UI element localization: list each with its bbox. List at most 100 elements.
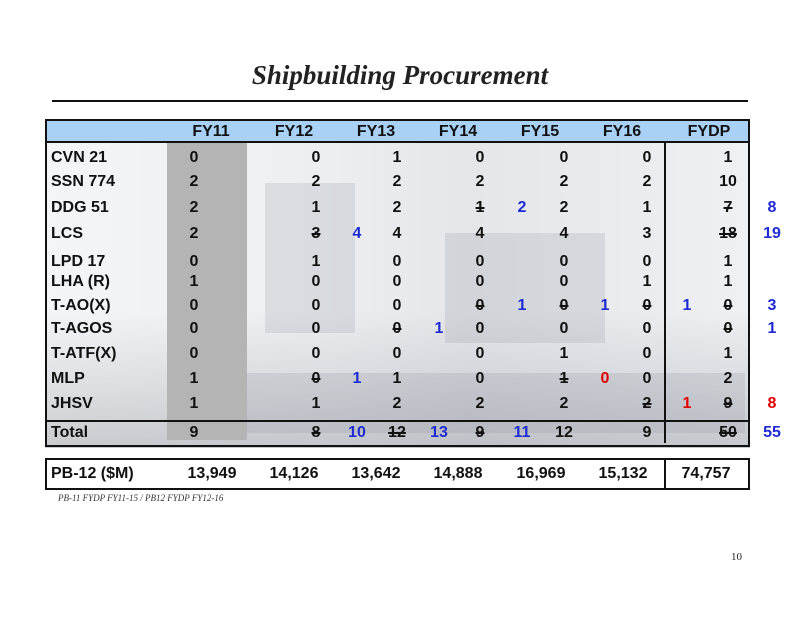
col-header: FYDP: [687, 123, 731, 140]
cell-value: 1: [311, 199, 321, 216]
cell-value: 2: [392, 395, 402, 412]
row-label: DDG 51: [51, 199, 109, 216]
revised-value: 19: [763, 225, 781, 242]
cell-value: 0: [392, 253, 402, 270]
pb12-value: 14,126: [269, 465, 319, 482]
ship-background-image: [45, 143, 750, 448]
revised-value: 1: [682, 297, 692, 314]
revised-value: 3: [767, 297, 777, 314]
table-row: LPD 17 0 1 0 0 0 0 1: [45, 253, 750, 275]
revised-value: 55: [763, 424, 781, 441]
cell-value: 4: [559, 225, 569, 242]
cell-value: 0: [189, 320, 199, 337]
original-value: 0: [723, 320, 733, 337]
fy11-shaded-column: [167, 143, 247, 440]
col-header: FY13: [356, 123, 396, 140]
cell-value: 1: [392, 149, 402, 166]
cell-value: 1: [189, 273, 199, 290]
row-label: LHA (R): [51, 273, 110, 290]
title-divider: [52, 100, 748, 102]
cell-value: 2: [475, 395, 485, 412]
table-row: JHSV 1 1 2 2 2 2 1 9 8: [45, 395, 776, 417]
row-label: LPD 17: [51, 253, 106, 270]
cell-value: 2: [189, 225, 199, 242]
table-row: T-AGOS 0 0 0 1 0 0 0 0 1: [45, 320, 776, 342]
cell-value: 2: [392, 173, 402, 190]
fydp-separator: [664, 119, 666, 443]
row-label: T-ATF(X): [51, 345, 117, 362]
cell-value: 2: [392, 199, 402, 216]
cell-value: 0: [189, 345, 199, 362]
row-label: T-AGOS: [51, 320, 113, 337]
cell-value: 0: [311, 149, 321, 166]
cell-value: 0: [189, 149, 199, 166]
revised-value: 1: [682, 395, 692, 412]
cell-value: 1: [189, 395, 199, 412]
cell-value: 0: [311, 273, 321, 290]
row-label: CVN 21: [51, 149, 108, 166]
cell-value: 0: [642, 253, 652, 270]
cell-value: 1: [392, 370, 402, 387]
original-value: 7: [723, 199, 733, 216]
table-body-frame: [45, 143, 750, 443]
pb12-value: 15,132: [598, 465, 648, 482]
revised-value: 10: [348, 424, 366, 441]
original-value: 50: [719, 424, 737, 441]
cell-value: 1: [189, 370, 199, 387]
table-row: LHA (R) 1 0 0 0 0 1 1: [45, 273, 750, 295]
original-value: 8: [311, 424, 321, 441]
revised-value: 1: [517, 297, 527, 314]
cell-value: 0: [392, 297, 402, 314]
cell-value: 12: [555, 424, 573, 441]
table-row: LCS 2 3 4 4 4 4 3 18 19: [45, 225, 781, 247]
cell-value: 0: [475, 320, 485, 337]
table-header: FY11 FY12 FY13 FY14 FY15 FY16 FYDP: [45, 119, 750, 143]
cell-value: 0: [392, 345, 402, 362]
cell-value: 1: [723, 345, 733, 362]
original-value: 18: [719, 225, 737, 242]
cell-value: 2: [642, 173, 652, 190]
cell-value: 9: [642, 424, 652, 441]
cell-value: 1: [723, 253, 733, 270]
pb12-value: 13,642: [351, 465, 401, 482]
cell-value: 0: [559, 149, 569, 166]
col-header: FY11: [192, 123, 230, 140]
total-row-frame: [45, 420, 750, 447]
row-label: T-AO(X): [51, 297, 111, 314]
revised-value: 1: [767, 320, 777, 337]
original-value: 3: [311, 225, 321, 242]
original-value: 9: [723, 395, 733, 412]
cell-value: 2: [559, 199, 569, 216]
cell-value: 1: [642, 199, 652, 216]
cell-value: 1: [311, 253, 321, 270]
cell-value: 0: [475, 273, 485, 290]
cell-value: 0: [189, 253, 199, 270]
original-value: 1: [475, 199, 485, 216]
row-label: MLP: [51, 370, 85, 387]
cell-value: 4: [475, 225, 485, 242]
cell-value: 0: [559, 253, 569, 270]
table-row: CVN 21 0 0 1 0 0 0 1: [45, 149, 750, 171]
pb12-value: 16,969: [516, 465, 566, 482]
cell-value: 0: [642, 345, 652, 362]
row-label: LCS: [51, 225, 83, 242]
cell-value: 0: [392, 273, 402, 290]
cell-value: 0: [475, 149, 485, 166]
pb12-row-cells: PB-12 ($M) 13,949 14,126 13,642 14,888 16,969…: [45, 465, 750, 487]
table-row: MLP 1 0 1 1 0 1 0 0 2: [45, 370, 750, 392]
cell-value: 2: [189, 199, 199, 216]
cell-value: 0: [559, 273, 569, 290]
original-value: 0: [475, 297, 485, 314]
revised-value: 4: [352, 225, 362, 242]
revised-value: 1: [352, 370, 362, 387]
cell-value: 0: [642, 320, 652, 337]
original-value: 0: [559, 297, 569, 314]
cell-value: 9: [189, 424, 199, 441]
cell-value: 1: [311, 395, 321, 412]
pb12-row-frame: [45, 458, 750, 490]
footnote: PB-11 FYDP FY11-15 / PB12 FYDP FY12-16: [58, 493, 224, 503]
cell-value: 0: [475, 345, 485, 362]
revised-value: 8: [767, 199, 777, 216]
revised-value: 2: [517, 199, 527, 216]
cell-value: 3: [642, 225, 652, 242]
